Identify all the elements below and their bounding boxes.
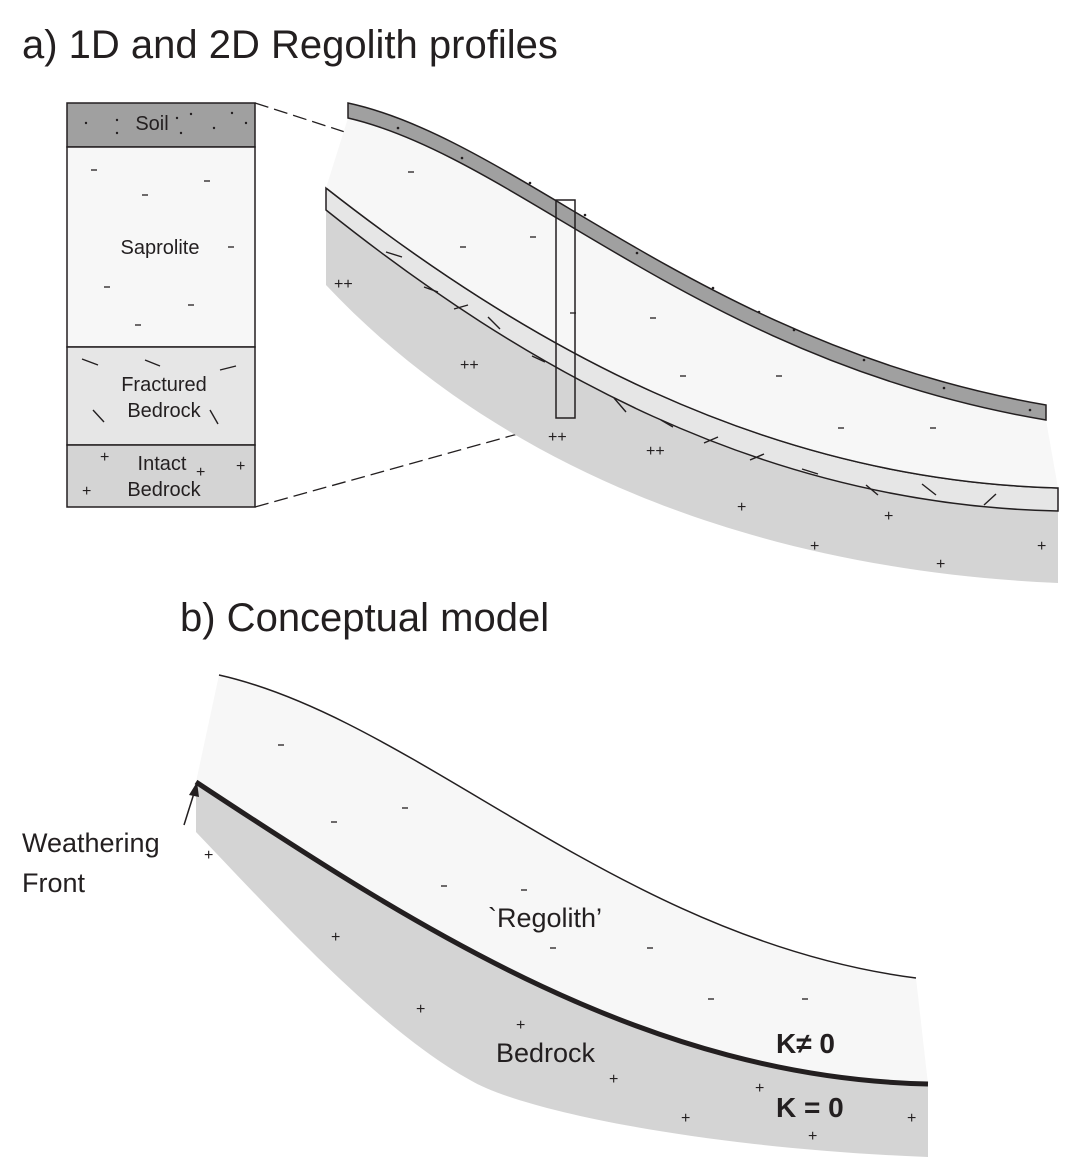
svg-text:+: + bbox=[1037, 538, 1046, 555]
weathering-front-arrow bbox=[183, 782, 199, 826]
svg-text:++: ++ bbox=[646, 443, 665, 460]
regolith-label: `Regolith’ bbox=[488, 903, 602, 933]
svg-text:+: + bbox=[100, 449, 109, 466]
svg-text:+: + bbox=[810, 538, 819, 555]
soil-layer bbox=[66, 102, 256, 148]
svg-text:++: ++ bbox=[548, 429, 567, 446]
svg-text:+: + bbox=[204, 847, 213, 864]
svg-text:+: + bbox=[516, 1017, 525, 1034]
svg-text:+: + bbox=[196, 464, 205, 481]
intact-bedrock-label: Bedrock bbox=[127, 479, 201, 501]
profile-window-rectangle bbox=[555, 199, 576, 419]
svg-text:+: + bbox=[82, 483, 91, 500]
slope-plus-marks: ++++++ ++++ +++ bbox=[334, 276, 1046, 573]
svg-text:+: + bbox=[755, 1080, 764, 1097]
saprolite-dashes bbox=[91, 169, 234, 326]
k-nonzero-label: K≠ 0 bbox=[776, 1028, 835, 1059]
saprolite-label: Saprolite bbox=[121, 237, 200, 259]
model-bedrock bbox=[196, 782, 928, 1157]
slope-saprolite bbox=[326, 118, 1058, 488]
svg-text:+: + bbox=[808, 1128, 817, 1145]
model-regolith bbox=[196, 675, 928, 1084]
weathering-front-label-line1: Weathering bbox=[22, 828, 160, 858]
fracture-marks bbox=[81, 358, 237, 425]
fractured-bedrock-layer bbox=[66, 346, 256, 446]
slope-fracture-marks bbox=[385, 251, 997, 506]
svg-text:+: + bbox=[236, 458, 245, 475]
soil-label: Soil bbox=[135, 113, 168, 135]
svg-text:+: + bbox=[609, 1071, 618, 1088]
slope-soil-band bbox=[347, 102, 1047, 421]
model-regolith-dashes bbox=[278, 744, 808, 1000]
slope-cross-section: ++++++ ++++ +++ bbox=[325, 102, 1059, 583]
svg-text:++: ++ bbox=[334, 276, 353, 293]
k-zero-label: K = 0 bbox=[776, 1092, 844, 1123]
conceptual-model: +++ +++ +++ Weathering Front `Regolith’ … bbox=[22, 674, 929, 1157]
svg-text:+: + bbox=[331, 929, 340, 946]
svg-text:+: + bbox=[907, 1110, 916, 1127]
soil-dots bbox=[84, 111, 248, 135]
model-ground-surface bbox=[218, 674, 917, 979]
intact-bedrock-layer bbox=[66, 444, 256, 508]
regolith-column: Soil Saprolite Fractured Bedrock + + + + In… bbox=[66, 102, 256, 508]
svg-text:+: + bbox=[936, 556, 945, 573]
intact-plus-marks: + + + + bbox=[82, 449, 245, 500]
saprolite-layer bbox=[66, 146, 256, 348]
intact-label: Intact bbox=[138, 453, 187, 475]
slope-soil-dots bbox=[396, 126, 1032, 412]
fractured-label: Fractured bbox=[121, 374, 207, 396]
panel-a-title: a) 1D and 2D Regolith profiles bbox=[22, 23, 558, 67]
svg-text:++: ++ bbox=[460, 357, 479, 374]
panel-b-title: b) Conceptual model bbox=[180, 596, 549, 640]
svg-text:+: + bbox=[681, 1110, 690, 1127]
svg-text:+: + bbox=[737, 499, 746, 516]
svg-text:+: + bbox=[416, 1001, 425, 1018]
weathering-front-label-line2: Front bbox=[22, 868, 86, 898]
fractured-bedrock-label: Bedrock bbox=[127, 400, 201, 422]
bedrock-label: Bedrock bbox=[496, 1038, 596, 1068]
weathering-front-line bbox=[194, 779, 929, 1087]
svg-text:+: + bbox=[884, 508, 893, 525]
model-plus-marks: + + + + + + + + + bbox=[204, 847, 916, 1145]
